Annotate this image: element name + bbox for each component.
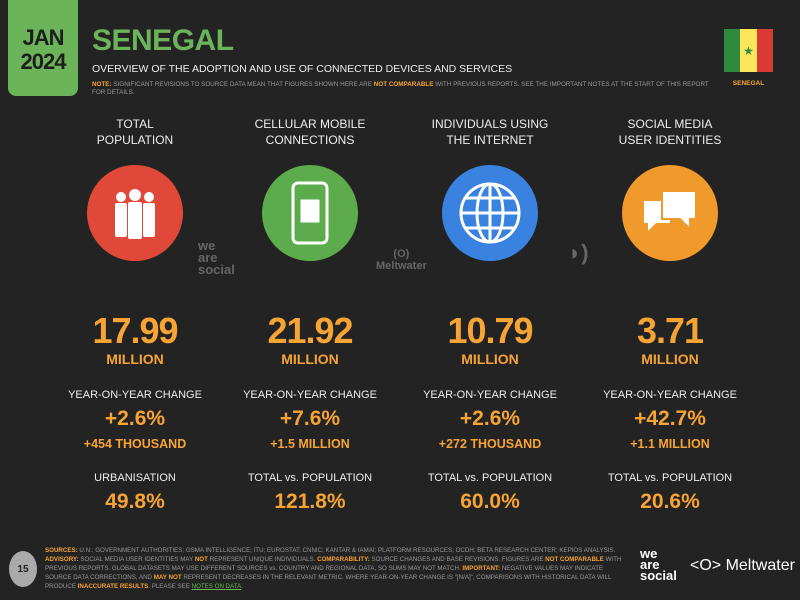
page-title: SENEGAL (92, 24, 234, 57)
extra-value: 60.0% (460, 490, 520, 513)
yoy-percent: +42.7% (634, 407, 706, 430)
heading-line: TOTAL (116, 117, 154, 131)
text-segment: SIGNIFICANT REVISIONS TO SOURCE DATA MEA… (111, 81, 374, 88)
datareportal-watermark-icon: ◗) (568, 240, 589, 265)
text-segment: SOCIAL MEDIA USER IDENTITIES MAY (78, 556, 195, 563)
text-segment: U.N.; GOVERNMENT AUTHORITIES; GSMA INTEL… (77, 547, 616, 554)
yoy-percent: +2.6% (459, 407, 521, 430)
heading-line: USER IDENTITIES (618, 133, 722, 147)
heading-line: POPULATION (96, 133, 174, 147)
stat-value: 17.99 (92, 310, 178, 351)
text-segment: NOT COMPARABLE (545, 556, 604, 563)
year: 2024 (20, 49, 67, 74)
page-subtitle: OVERVIEW OF THE ADOPTION AND USE OF CONN… (92, 63, 513, 75)
text-segment: NOTE: (92, 81, 112, 88)
heading-line: THE INTERNET (446, 133, 534, 147)
stat-column-0: TOTAL POPULATION 17.99 MILLION YEAR-ON-YE… (50, 116, 220, 514)
senegal-flag-icon: ★ (724, 29, 773, 72)
stat-heading: INDIVIDUALS USING THE INTERNET (405, 116, 575, 156)
text-segment: SOURCES: (45, 547, 78, 554)
we-are-social-logo: we are social (640, 546, 677, 583)
extra-label: TOTAL vs. POPULATION (607, 472, 733, 484)
text-segment: NOT COMPARABLE (373, 81, 434, 88)
meltwater-logo: <O> Meltwater (690, 557, 795, 574)
heading-line: SOCIAL MEDIA (627, 117, 713, 131)
text-segment: WITH PREVIOUS REPORTS. SEE THE IMPORTANT… (92, 81, 709, 96)
yoy-absolute: +272 THOUSAND (438, 437, 542, 451)
yoy-label: YEAR-ON-YEAR CHANGE (68, 389, 202, 401)
flag-label: SENEGAL (732, 80, 765, 87)
heading-line: CONNECTIONS (265, 133, 355, 147)
yoy-absolute: +454 THOUSAND (83, 437, 187, 451)
text-segment: INACCURATE RESULTS (77, 583, 149, 590)
meltwater-watermark: (O) Meltwater (376, 248, 427, 272)
extra-value: 20.6% (640, 490, 700, 513)
stat-heading: SOCIAL MEDIA USER IDENTITIES (585, 116, 755, 156)
notes-on-data-link[interactable]: NOTES ON DATA (191, 583, 242, 590)
text-segment: . (241, 583, 243, 590)
extra-label: URBANISATION (94, 472, 176, 484)
page-number: 15 (9, 551, 37, 587)
chat-bubbles-icon (622, 165, 718, 261)
mobile-phone-icon (262, 165, 358, 261)
yoy-label: YEAR-ON-YEAR CHANGE (423, 389, 557, 401)
stat-column-2: INDIVIDUALS USING THE INTERNET 10.79 MILL… (405, 116, 575, 514)
date-badge: JAN 2024 (8, 0, 78, 96)
text-segment: IMPORTANT: (462, 565, 501, 572)
heading-line: CELLULAR MOBILE (254, 117, 366, 131)
text-segment: COMPARABILITY: (317, 556, 370, 563)
stat-value: 10.79 (447, 310, 533, 351)
globe-icon (442, 165, 538, 261)
yoy-percent: +7.6% (279, 407, 341, 430)
stat-column-1: CELLULAR MOBILE CONNECTIONS 21.92 MILLION… (225, 116, 395, 514)
yoy-label: YEAR-ON-YEAR CHANGE (603, 389, 737, 401)
text-segment: NOT (194, 556, 208, 563)
stat-heading: CELLULAR MOBILE CONNECTIONS (225, 116, 395, 156)
people-icon (87, 165, 183, 261)
stat-unit: MILLION (461, 351, 519, 367)
stat-heading: TOTAL POPULATION (50, 116, 220, 156)
yoy-label: YEAR-ON-YEAR CHANGE (243, 389, 377, 401)
footer-notes: SOURCES: U.N.; GOVERNMENT AUTHORITIES; G… (45, 546, 630, 591)
we-are-social-watermark: we are social (198, 238, 235, 277)
text-segment: ADVISORY: (45, 556, 79, 563)
stat-value: 21.92 (267, 310, 353, 351)
stat-unit: MILLION (106, 351, 164, 367)
text-segment: NEGATIVE VALUES MAY INDICATE SOURCE DATA… (45, 565, 604, 581)
text-segment: REPRESENT DECREASES IN THE RELEVANT METR… (45, 574, 612, 590)
stat-unit: MILLION (641, 351, 699, 367)
stat-column-3: SOCIAL MEDIA USER IDENTITIES 3.71 MILLION… (585, 116, 755, 514)
month: JAN (22, 25, 64, 50)
text-segment: MAY NOT (153, 574, 182, 581)
extra-label: TOTAL vs. POPULATION (427, 472, 553, 484)
extra-label: TOTAL vs. POPULATION (247, 472, 373, 484)
yoy-absolute: +1.5 MILLION (270, 437, 350, 451)
text-segment: WITH PREVIOUS REPORTS. GLOBAL DATASETS M… (45, 556, 622, 572)
note: NOTE: SIGNIFICANT REVISIONS TO SOURCE DA… (92, 81, 712, 97)
stat-value: 3.71 (636, 310, 704, 351)
text-segment: REPRESENT UNIQUE INDIVIDUALS. (207, 556, 318, 563)
extra-value: 121.8% (274, 490, 346, 513)
text-segment: . PLEASE SEE (148, 583, 192, 590)
yoy-absolute: +1.1 MILLION (630, 437, 710, 451)
text-segment: SOURCE CHANGES AND BASE REVISIONS. FIGUR… (369, 556, 546, 563)
stat-unit: MILLION (281, 351, 339, 367)
heading-line: INDIVIDUALS USING (431, 117, 549, 131)
extra-value: 49.8% (105, 490, 165, 513)
yoy-percent: +2.6% (104, 407, 166, 430)
meltwater-text: Meltwater (725, 557, 795, 574)
